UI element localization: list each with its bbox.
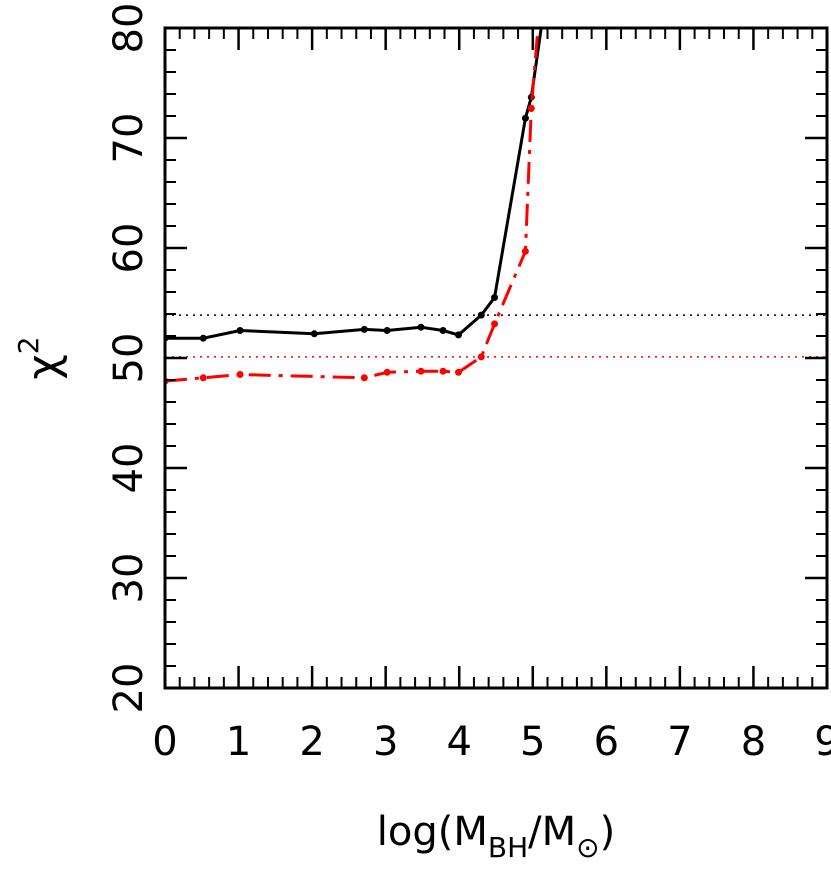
y-axis-label: χ2 — [12, 336, 69, 379]
data-point — [383, 327, 391, 334]
data-point — [521, 114, 529, 122]
x-tick-label: 6 — [594, 719, 619, 765]
y-axis-label-part: χ — [18, 354, 69, 379]
data-point — [491, 320, 499, 328]
x-tick-label: 8 — [741, 719, 766, 765]
x-tick-label: 9 — [814, 719, 831, 765]
data-point — [360, 374, 368, 382]
data-point — [477, 311, 485, 319]
x-tick-label: 2 — [299, 719, 324, 765]
data-point — [417, 367, 425, 375]
series-line — [165, 28, 540, 383]
x-axis-label-part: BH — [488, 831, 528, 864]
data-point — [477, 353, 485, 361]
y-axis-label-part: 2 — [12, 336, 45, 354]
data-point — [454, 331, 462, 339]
data-point — [236, 327, 244, 334]
x-axis-label-part: log(M — [377, 809, 488, 855]
x-axis-label-part: ⊙ — [576, 831, 599, 864]
plot-frame — [163, 26, 829, 690]
x-tick-label: 0 — [152, 719, 177, 765]
data-point — [199, 374, 207, 382]
data-point — [236, 371, 244, 378]
x-tick-label: 1 — [226, 719, 251, 765]
x-tick-label: 3 — [373, 719, 398, 765]
y-tick-label: 40 — [106, 443, 152, 494]
data-point — [310, 330, 318, 338]
data-point — [439, 367, 447, 375]
y-tick-label: 60 — [106, 223, 152, 274]
data-point — [439, 327, 447, 334]
data-point — [360, 325, 368, 333]
x-axis-label: log(MBH/M⊙) — [377, 809, 615, 864]
data-point — [521, 247, 529, 255]
data-point — [491, 294, 499, 301]
y-tick-label: 70 — [106, 113, 152, 164]
y-tick-label: 30 — [106, 553, 152, 604]
data-point — [454, 368, 462, 376]
y-tick-label: 20 — [106, 663, 152, 714]
data-point — [199, 334, 207, 342]
data-point — [417, 323, 425, 331]
data-point — [383, 368, 391, 376]
x-tick-label: 7 — [667, 719, 692, 765]
data-point — [527, 104, 535, 112]
plot-area — [165, 28, 543, 385]
x-tick-label: 5 — [520, 719, 545, 765]
x-axis-label-part: /M — [528, 809, 576, 855]
x-axis-label-part: ) — [600, 809, 616, 855]
x-tick-label: 4 — [446, 719, 471, 765]
y-tick-label: 50 — [106, 333, 152, 384]
y-tick-label: 80 — [106, 3, 152, 54]
series-line — [165, 28, 543, 340]
